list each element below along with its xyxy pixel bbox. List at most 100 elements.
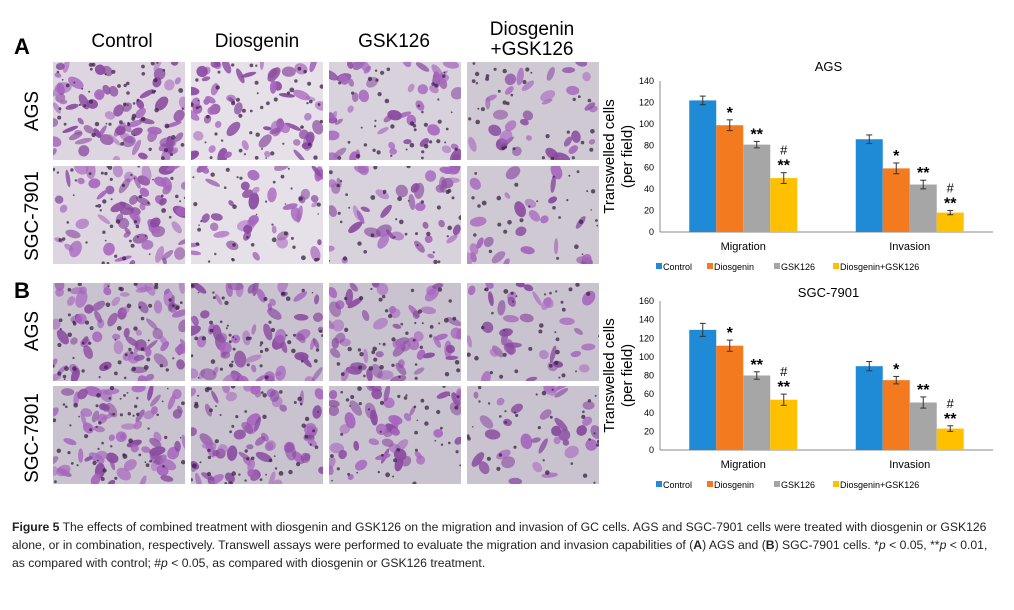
legend-swatch-ags-3 [833,263,839,269]
micrograph-a-sgc7901-combo [467,166,599,264]
y-tick-label-sgc7901-6: 120 [639,333,654,343]
bar-sgc7901-invasion-0 [855,366,883,450]
micrograph-b-ags-diosgenin [191,283,323,381]
y-tick-label-ags-3: 60 [644,162,654,172]
significance-hash-ags-0-3: # [780,143,788,158]
significance-ags-0-3: ** [778,158,791,175]
row-header-a-ags: AGS [22,90,43,132]
y-axis-label-line1-ags: Transwelled cells [601,99,618,214]
caption-p2: p [939,538,947,552]
legend-swatch-ags-2 [774,263,780,269]
bar-sgc7901-invasion-1 [882,380,910,450]
significance-sgc7901-0-2: ** [751,357,764,374]
micrograph-a-sgc7901-diosgenin [191,166,323,264]
bar-ags-migration-2 [743,144,771,232]
bar-sgc7901-migration-1 [716,345,744,450]
bar-sgc7901-invasion-3 [936,428,964,450]
category-label-ags-1: Invasion [889,241,930,253]
y-tick-label-ags-4: 80 [644,141,654,151]
column-header-control: Control [91,31,153,52]
micrograph-a-sgc7901-gsk126 [329,166,461,264]
micrograph-b-sgc7901-control [53,386,185,484]
bar-ags-invasion-1 [882,168,910,232]
caption-b: B [765,538,775,552]
y-tick-label-ags-5: 100 [639,119,654,129]
y-axis-label-line1-sgc7901: Transwelled cells [601,318,618,433]
legend-swatch-sgc7901-2 [774,481,780,487]
legend-label-sgc7901-3: Diosgenin+GSK126 [840,480,919,490]
bar-ags-invasion-2 [909,184,937,232]
micrograph-b-sgc7901-diosgenin [191,386,323,484]
significance-sgc7901-0-1: * [727,325,734,342]
bar-sgc7901-migration-0 [689,329,717,450]
y-tick-label-ags-7: 140 [639,76,654,86]
chart-title-sgc7901: SGC-7901 [798,285,859,300]
column-header-combo-line2: +GSK126 [490,39,574,60]
micrograph-b-sgc7901-gsk126 [329,386,461,484]
legend-label-ags-1: Diosgenin [714,262,754,272]
column-header-diosgenin: Diosgenin [214,31,300,52]
legend-label-ags-3: Diosgenin+GSK126 [840,262,919,272]
micrograph-a-sgc7901-control [53,166,185,264]
caption-label: Figure 5 [12,520,60,534]
bar-ags-migration-3 [770,178,798,232]
significance-hash-sgc7901-0-3: # [780,364,788,379]
figure-caption: Figure 5 The effects of combined treatme… [12,518,1002,572]
micrograph-b-ags-combo [467,283,599,381]
chart-ags-svg: AGS 0 20 40 60 80 100 120 140 Transwelled cells (p… [601,59,993,272]
legend-swatch-sgc7901-3 [833,481,839,487]
significance-ags-1-2: ** [917,165,930,182]
significance-ags-0-2: ** [751,126,764,143]
legend-label-sgc7901-2: GSK126 [781,480,815,490]
panel-letter-a: A [14,34,30,59]
bar-sgc7901-migration-3 [770,399,798,450]
y-tick-label-ags-1: 20 [644,205,654,215]
y-axis-label-line2-ags: (per field) [619,125,636,188]
legend-label-ags-2: GSK126 [781,262,815,272]
y-axis-label-ags: Transwelled cells (per field) [601,99,636,214]
legend-label-ags-0: Control [663,262,692,272]
legend-swatch-sgc7901-1 [707,481,713,487]
significance-ags-0-1: * [727,105,734,122]
caption-p3: p [161,556,168,570]
y-tick-label-sgc7901-8: 160 [639,296,654,306]
y-tick-label-sgc7901-3: 60 [644,389,654,399]
legend-swatch-ags-1 [707,263,713,269]
legend-swatch-sgc7901-0 [656,481,662,487]
y-tick-label-sgc7901-0: 0 [649,445,654,455]
micrograph-a-ags-control [53,62,185,160]
category-label-sgc7901-0: Migration [721,459,766,471]
panel-letter-b: B [14,278,30,303]
bar-sgc7901-migration-2 [743,375,771,450]
caption-text-3: ) SGC-7901 cells. * [774,538,879,552]
chart-title-ags: AGS [815,59,843,74]
significance-sgc7901-0-3: ** [778,379,791,396]
y-tick-label-sgc7901-2: 40 [644,408,654,418]
significance-ags-1-1: * [893,148,900,165]
column-header-combo-line1: Diosgenin [489,19,575,40]
y-tick-label-sgc7901-4: 80 [644,371,654,381]
micrograph-a-ags-diosgenin [191,62,323,160]
significance-sgc7901-1-3: ** [944,411,957,428]
significance-hash-ags-1-3: # [947,180,955,195]
y-tick-label-sgc7901-5: 100 [639,352,654,362]
micrograph-a-ags-gsk126 [329,62,461,160]
caption-text-6: < 0.05, as compared with diosgenin or GS… [167,556,486,570]
category-label-ags-0: Migration [721,241,766,253]
significance-hash-sgc7901-1-3: # [947,396,955,411]
bar-ags-migration-0 [689,100,717,232]
caption-a: A [693,538,703,552]
column-header-gsk126: GSK126 [358,31,430,52]
row-header-b-sgc7901: SGC-7901 [22,393,43,483]
bar-sgc7901-invasion-2 [909,402,937,450]
legend-label-sgc7901-0: Control [663,480,692,490]
legend-label-sgc7901-1: Diosgenin [714,480,754,490]
caption-p1: p [878,538,886,552]
y-tick-label-ags-0: 0 [649,227,654,237]
column-header-combo: Diosgenin +GSK126 [462,20,602,60]
y-tick-label-ags-2: 40 [644,184,654,194]
chart-sgc7901: SGC-7901 0 20 40 60 80 100 120 140 160 Transwelled… [598,282,1008,497]
caption-text-5: < 0.01, as compared with control; # [12,538,988,570]
caption-text-2: ) AGS and ( [702,538,766,552]
y-tick-label-ags-6: 120 [639,98,654,108]
